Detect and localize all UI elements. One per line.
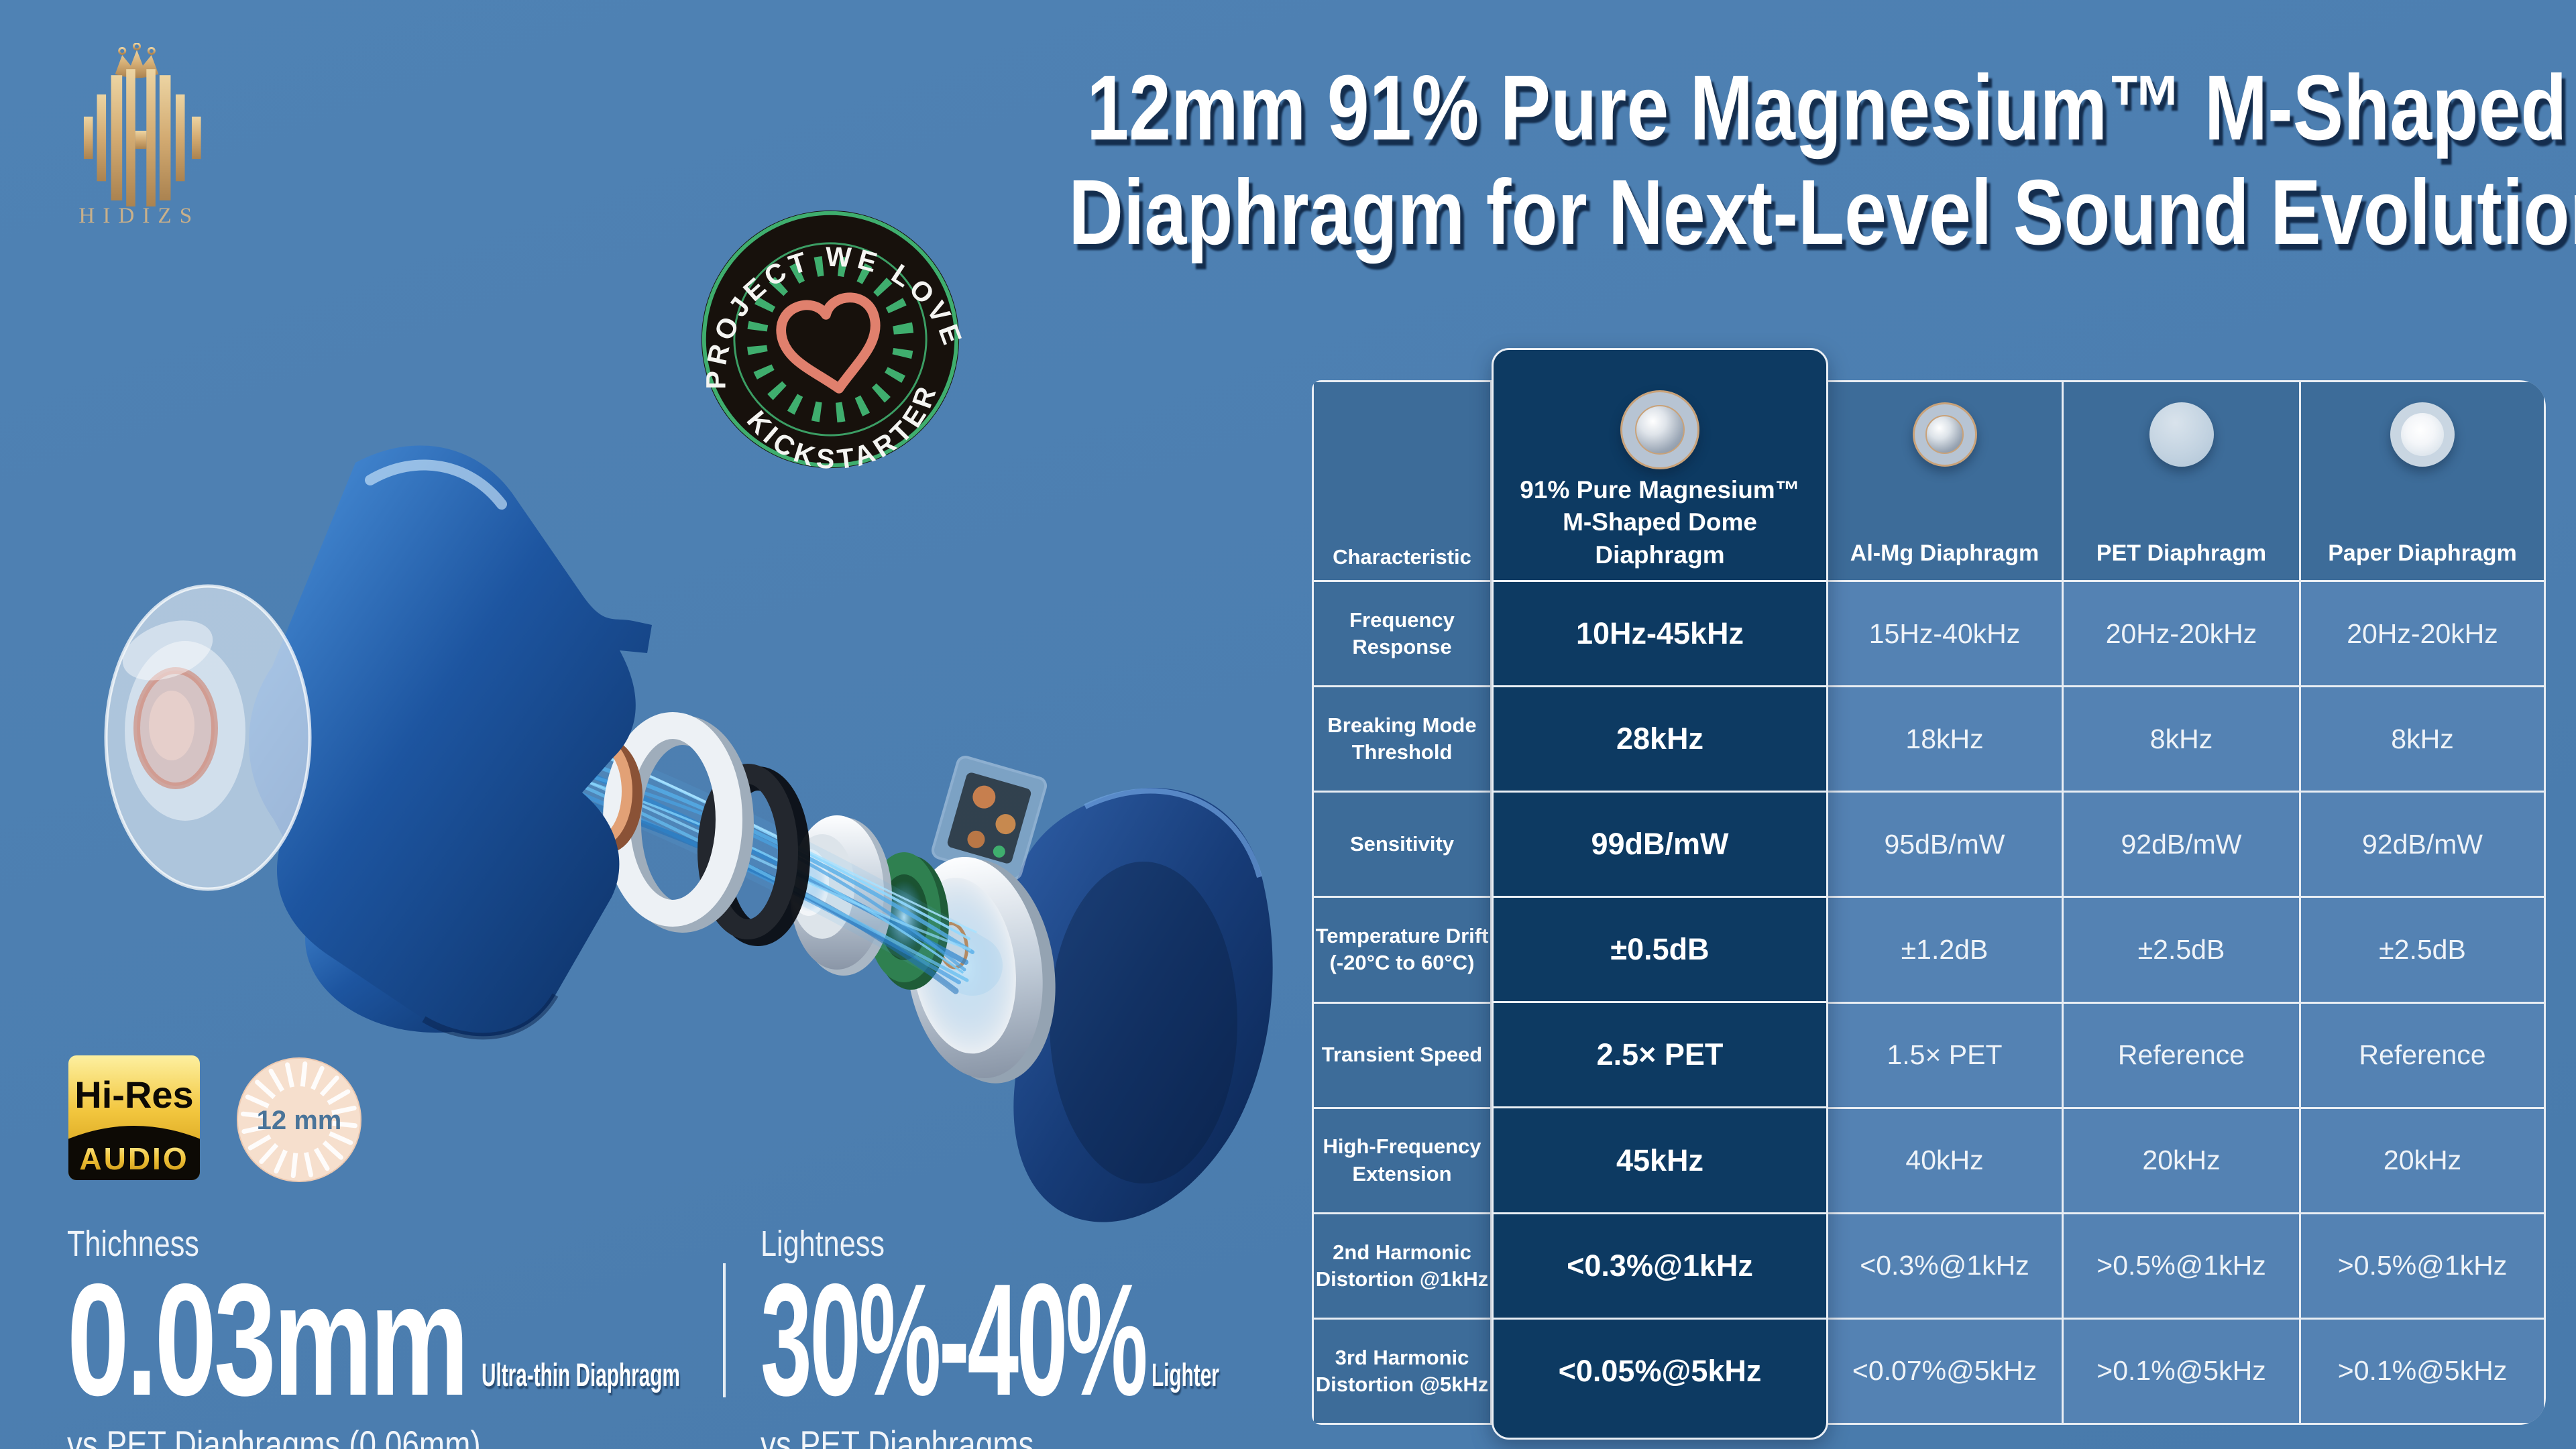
kickstarter-project-we-love-badge: PROJECT WE LOVE KICKSTARTER [699,210,962,471]
highlight-value-r2: 99dB/mW [1494,791,1826,896]
value-cell-r7-c3: >0.1%@5kHz [2301,1319,2544,1423]
table-corner-label: Characteristic [1314,382,1490,580]
row-label-2: Sensitivity [1314,793,1490,896]
lightness-stat: Lightness 30%-40% Lighter vs PET Diaphra… [761,1223,1261,1449]
highlight-value-r7: <0.05%@5kHz [1494,1317,1826,1423]
hidizs-logo: HIDIZS [78,43,201,227]
value-cell-r5-c1: 40kHz [1828,1108,2062,1212]
equalizer-h-icon [83,69,201,207]
driver-size-badge: 12 mm [237,1057,361,1182]
diaphragm-dome [1635,405,1685,455]
title-line-2: Diaphragm for Next-Level Sound Evolution [1068,160,2576,264]
value-cell-r6-c3: >0.5%@1kHz [2301,1214,2544,1318]
row-label-4: Transient Speed [1314,1003,1490,1107]
page-title: 12mm 91% Pure Magnesium™ M-Shaped Dome D… [899,56,2576,266]
highlight-value-r6: <0.3%@1kHz [1494,1212,1826,1318]
hires-black-band [68,1126,200,1180]
value-cell-r4-c1: 1.5× PET [1828,1003,2062,1107]
diaphragm-dome [1925,415,1964,454]
driver-size-label: 12 mm [257,1106,342,1135]
value-cell-r0-c3: 20Hz-20kHz [2301,582,2544,686]
column-header-paper: Paper Diaphragm [2301,382,2544,580]
column-header-almg: Al-Mg Diaphragm [1828,382,2062,580]
tick-ring-icon [746,255,914,423]
highlight-value-r5: 45kHz [1494,1106,1826,1212]
value-cell-r2-c3: 92dB/mW [2301,793,2544,896]
pet-diaphragm-icon [2149,402,2214,467]
row-label-6: 2nd Harmonic Distortion @1kHz [1314,1214,1490,1318]
thickness-qualifier: Ultra-thin Diaphragm [482,1357,681,1393]
column-header-pet: PET Diaphragm [2064,382,2299,580]
highlight-column: 91% Pure Magnesium™ M-Shaped Dome Diaphr… [1492,348,1828,1440]
hires-line1: Hi-Res [74,1074,193,1116]
brand-wordmark: HIDIZS [78,203,200,227]
highlight-column-label: 91% Pure Magnesium™ M-Shaped Dome Diaphr… [1520,475,1800,569]
hires-audio-badge: Hi-Res AUDIO [68,1055,200,1180]
navy-faceplate [1013,788,1273,1222]
value-cell-r5-c2: 20kHz [2064,1108,2299,1212]
column-header-label: Paper Diaphragm [2328,540,2517,566]
thickness-heading: Thichness [67,1224,199,1264]
magnesium-diaphragm-icon [1620,390,1699,469]
thickness-stat: Thichness 0.03mm Ultra-thin Diaphragm vs… [67,1223,802,1449]
thickness-comparison: vs PET Diaphragms (0.06mm) [67,1422,481,1449]
paper-diaphragm-icon [2390,402,2455,467]
diaphragm-dome [2401,413,2444,456]
value-cell-r3-c1: ±1.2dB [1828,898,2062,1002]
value-cell-r0-c2: 20Hz-20kHz [2064,582,2299,686]
comparison-table: Characteristic Al-Mg Diaphragm PET Diaphra… [1312,348,2546,1440]
value-cell-r3-c3: ±2.5dB [2301,898,2544,1002]
column-header-label: Al-Mg Diaphragm [1850,540,2039,566]
title-line-1: 12mm 91% Pure Magnesium™ M-Shaped Dome [1086,56,2576,160]
highlight-value-r3: ±0.5dB [1494,896,1826,1001]
thickness-value: 0.03mm [67,1251,469,1429]
exploded-driver-illustration [104,445,1273,1222]
highlight-value-r4: 2.5× PET [1494,1001,1826,1106]
value-cell-r7-c2: >0.1%@5kHz [2064,1319,2299,1423]
row-label-5: High-Frequency Extension [1314,1108,1490,1212]
row-label-1: Breaking Mode Threshold [1314,687,1490,791]
value-cell-r6-c2: >0.5%@1kHz [2064,1214,2299,1318]
row-label-3: Temperature Drift (-20°C to 60°C) [1314,898,1490,1002]
value-cell-r4-c3: Reference [2301,1003,2544,1107]
value-cell-r1-c1: 18kHz [1828,687,2062,791]
highlight-column-header: 91% Pure Magnesium™ M-Shaped Dome Diaphr… [1494,350,1826,580]
value-cell-r2-c1: 95dB/mW [1828,793,2062,896]
value-cell-r0-c1: 15Hz-40kHz [1828,582,2062,686]
value-cell-r4-c2: Reference [2064,1003,2299,1107]
lightness-qualifier: Lighter [1151,1357,1219,1393]
stats-divider [723,1263,726,1397]
hires-line2: AUDIO [79,1141,188,1176]
highlight-value-r0: 10Hz-45kHz [1494,580,1826,685]
driver-fan-icon [240,1061,358,1179]
row-label-7: 3rd Harmonic Distortion @5kHz [1314,1319,1490,1423]
silicone-ear-tip [104,584,312,891]
almg-diaphragm-icon [1912,402,1977,467]
column-header-label: PET Diaphragm [2096,540,2267,566]
heart-icon [776,292,881,394]
lightness-heading: Lightness [761,1224,885,1264]
value-cell-r1-c3: 8kHz [2301,687,2544,791]
value-cell-r3-c2: ±2.5dB [2064,898,2299,1002]
value-cell-r5-c3: 20kHz [2301,1108,2544,1212]
row-label-0: Frequency Response [1314,582,1490,686]
value-cell-r6-c1: <0.3%@1kHz [1828,1214,2062,1318]
lightness-comparison: vs PET Diaphragms [761,1422,1034,1449]
value-cell-r7-c1: <0.07%@5kHz [1828,1319,2062,1423]
highlight-value-r1: 28kHz [1494,685,1826,791]
lightness-value: 30%-40% [761,1251,1148,1429]
acoustic-shell [249,445,652,1040]
circuit-chip [931,756,1048,880]
value-cell-r2-c2: 92dB/mW [2064,793,2299,896]
value-cell-r1-c2: 8kHz [2064,687,2299,791]
